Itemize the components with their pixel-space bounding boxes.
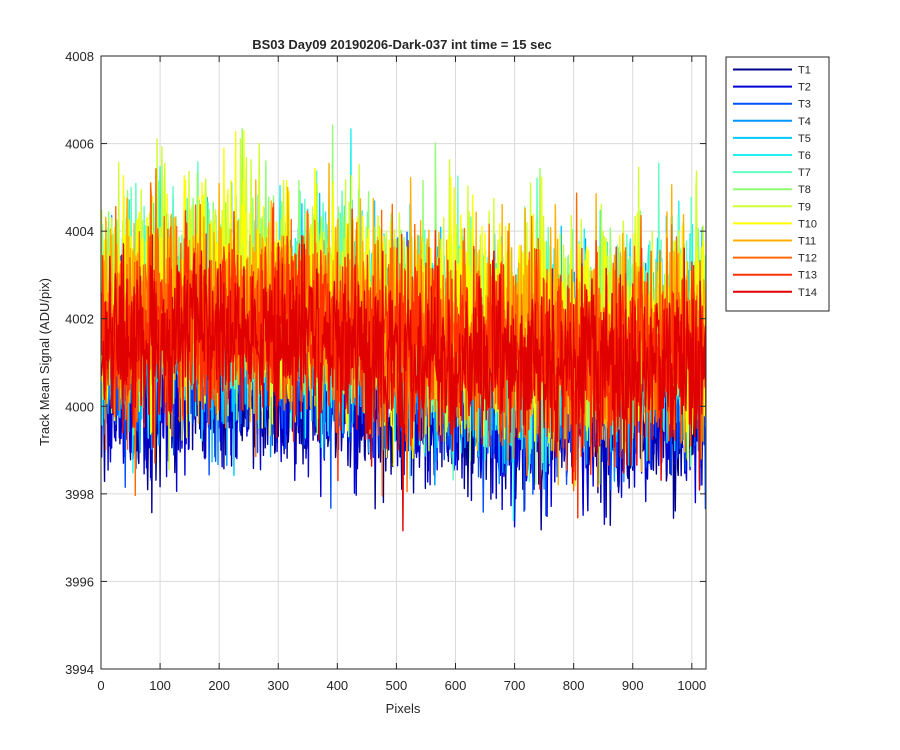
legend-item[interactable]: T11 xyxy=(733,236,816,248)
ticks: 0 100 200 300 400 500 600 700 800 900 1000 3994 3996… xyxy=(65,49,706,693)
x-tick-label: 0 xyxy=(97,678,104,693)
legend-label: T10 xyxy=(798,218,817,230)
y-tick-label: 4004 xyxy=(65,224,94,239)
legend-label: T7 xyxy=(798,167,811,179)
legend-label: T4 xyxy=(798,116,811,128)
legend-label: T11 xyxy=(798,236,816,248)
x-tick-label: 800 xyxy=(563,678,585,693)
legend-item[interactable]: T5 xyxy=(733,133,811,145)
legend-label: T13 xyxy=(798,270,817,282)
x-tick-label: 900 xyxy=(622,678,644,693)
legend-label: T14 xyxy=(798,287,817,299)
legend-item[interactable]: T13 xyxy=(733,270,817,282)
x-tick-label: 100 xyxy=(149,678,171,693)
series-line-t14 xyxy=(101,234,706,532)
legend-label: T3 xyxy=(798,99,811,111)
legend-item[interactable]: T8 xyxy=(733,184,811,196)
legend-item[interactable]: T1 xyxy=(733,65,811,77)
x-tick-label: 1000 xyxy=(677,678,706,693)
x-tick-label: 300 xyxy=(267,678,289,693)
y-tick-label: 4008 xyxy=(65,49,94,64)
legend[interactable]: T1 T2 T3 T4 T5 T6 T7 T8 T9 T10 T11 T12 T13 T14 xyxy=(725,56,830,312)
y-tick-label: 3998 xyxy=(65,487,94,502)
legend-label: T1 xyxy=(798,65,811,77)
y-tick-label: 4000 xyxy=(65,399,94,414)
legend-label: T2 xyxy=(798,82,811,94)
y-tick-label: 3996 xyxy=(65,574,94,589)
x-tick-label: 400 xyxy=(326,678,348,693)
y-tick-label: 4006 xyxy=(65,137,94,152)
x-tick-label: 200 xyxy=(208,678,230,693)
legend-item[interactable]: T12 xyxy=(733,253,817,265)
legend-item[interactable]: T3 xyxy=(733,99,811,111)
legend-item[interactable]: T6 xyxy=(733,150,811,162)
x-tick-label: 500 xyxy=(386,678,408,693)
y-axis-label: Track Mean Signal (ADU/pix) xyxy=(37,278,52,446)
legend-label: T8 xyxy=(798,184,811,196)
legend-item[interactable]: T2 xyxy=(733,82,811,94)
legend-label: T6 xyxy=(798,150,811,162)
x-axis-label: Pixels xyxy=(386,701,421,716)
legend-box xyxy=(725,56,830,312)
legend-label: T5 xyxy=(798,133,811,145)
axes-box xyxy=(100,55,707,670)
plot-area: 0 100 200 300 400 500 600 700 800 900 1000 3994 3996… xyxy=(65,49,707,693)
chart-title: BS03 Day09 20190206-Dark-037 int time = … xyxy=(252,37,552,52)
legend-label: T9 xyxy=(798,201,811,213)
legend-item[interactable]: T14 xyxy=(733,287,817,299)
x-tick-label: 700 xyxy=(504,678,526,693)
series-lines xyxy=(101,124,706,532)
x-tick-label: 600 xyxy=(445,678,467,693)
y-tick-label: 3994 xyxy=(65,662,94,677)
legend-item[interactable]: T10 xyxy=(733,218,817,230)
legend-item[interactable]: T4 xyxy=(733,116,811,128)
legend-item[interactable]: T7 xyxy=(733,167,811,179)
legend-label: T12 xyxy=(798,253,817,265)
y-tick-label: 4002 xyxy=(65,312,94,327)
legend-item[interactable]: T9 xyxy=(733,201,811,213)
